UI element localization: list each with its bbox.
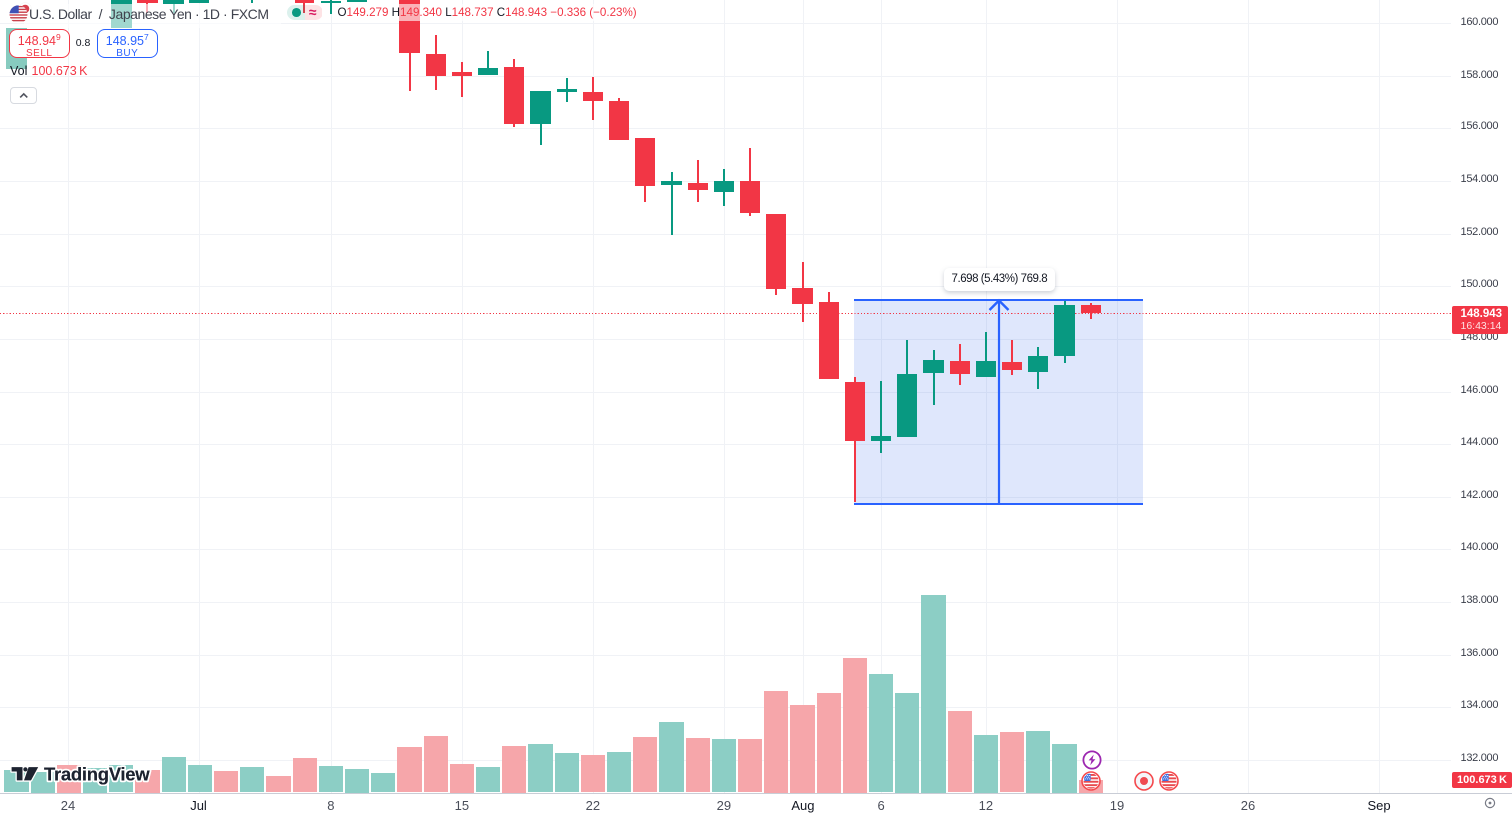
svg-text:TradingView: TradingView bbox=[44, 764, 150, 785]
svg-text:TradingView: TradingView bbox=[44, 764, 150, 785]
